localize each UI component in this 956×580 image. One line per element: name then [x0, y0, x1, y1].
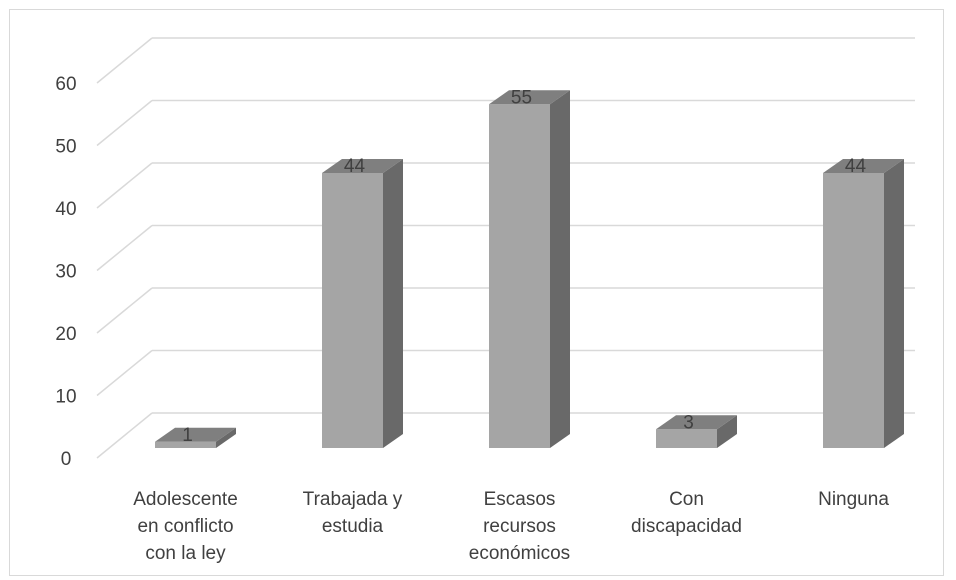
category-label-line: con la ley: [145, 543, 226, 564]
gridline-diagonal: [96, 162, 153, 209]
category-label-line: Trabajada y: [303, 489, 403, 510]
category-label-line: Con: [669, 489, 704, 510]
bar-top: [155, 427, 236, 442]
gridline-diagonal: [96, 99, 153, 147]
bar: [656, 429, 717, 448]
bar-top: [322, 159, 403, 173]
category-label: Escasos recursos económicos: [469, 489, 570, 564]
y-tick-label: 30: [55, 262, 76, 283]
bar-side: [383, 159, 403, 448]
data-label: 44: [344, 156, 366, 177]
bar: [489, 104, 550, 448]
bar: [823, 173, 884, 448]
data-label: 1: [182, 425, 193, 446]
y-tick-label: 10: [55, 387, 76, 408]
bar-top: [823, 159, 904, 173]
y-tick-label: 60: [55, 74, 76, 95]
gridline-diagonal: [96, 412, 153, 459]
data-label: 44: [845, 156, 867, 177]
category-label: Ninguna: [818, 489, 889, 510]
category-label-line: Adolescente: [133, 489, 238, 510]
category-label-line: Ninguna: [818, 489, 889, 510]
y-tick-label: 40: [55, 199, 76, 220]
category-label-line: económicos: [469, 543, 570, 564]
bar-side: [884, 159, 904, 448]
category-label-line: discapacidad: [631, 516, 742, 537]
gridline-diagonal: [96, 349, 153, 397]
data-label: 3: [683, 412, 694, 433]
bar-side: [550, 90, 570, 448]
y-tick-label: 0: [61, 449, 72, 470]
bar-side: [216, 427, 236, 448]
y-tick-label: 50: [55, 137, 76, 158]
y-tick-label: 20: [55, 324, 76, 345]
gridline-diagonal: [96, 287, 153, 334]
category-label-line: en conflicto: [137, 516, 233, 537]
bar-top: [656, 415, 737, 430]
category-label: Trabajada y estudia: [303, 489, 403, 537]
bar-side: [717, 415, 737, 448]
bar: [155, 441, 216, 448]
bar: [322, 173, 383, 448]
data-label: 55: [511, 87, 532, 108]
category-label-line: estudia: [322, 516, 384, 537]
category-label: Con discapacidad: [631, 489, 742, 537]
category-label-line: recursos: [483, 516, 556, 537]
category-label: Adolescente en conflicto con la ley: [133, 489, 238, 564]
gridline-diagonal: [96, 37, 153, 84]
category-label-line: Escasos: [484, 489, 556, 510]
bar-top: [489, 90, 570, 105]
chart-frame: [9, 9, 944, 576]
gridline-diagonal: [96, 224, 153, 272]
